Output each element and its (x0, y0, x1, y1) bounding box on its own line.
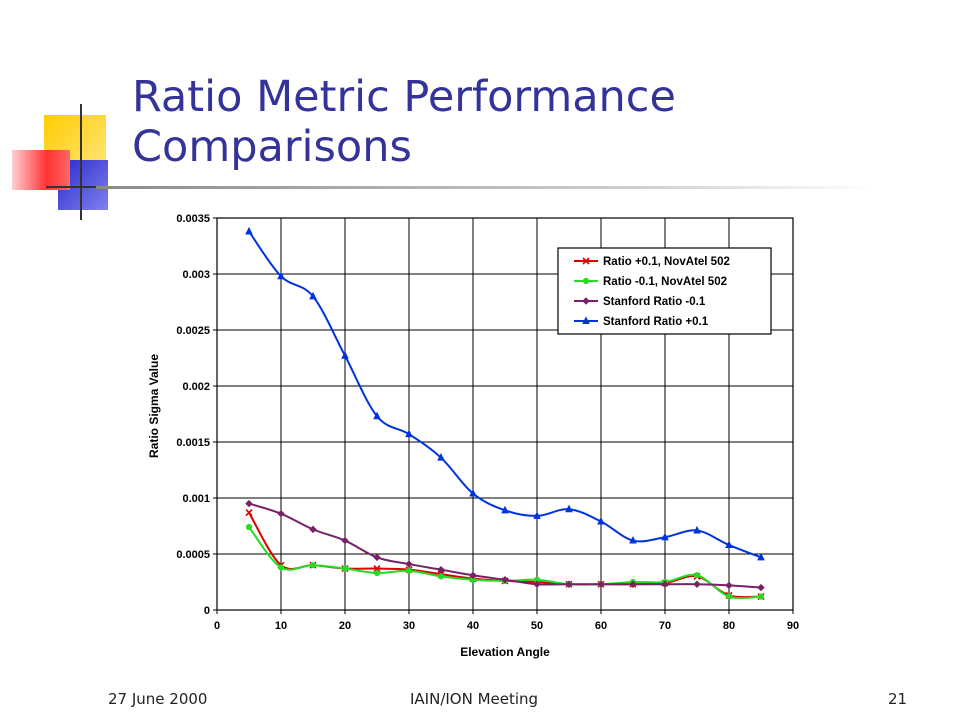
y-tick-label: 0.003 (182, 269, 210, 281)
x-tick-label: 90 (787, 620, 799, 632)
data-point (373, 553, 381, 562)
x-tick-label: 30 (403, 620, 415, 632)
data-point (725, 540, 733, 549)
data-point (597, 516, 605, 525)
data-point (309, 291, 317, 300)
data-point (757, 583, 765, 592)
data-point (469, 488, 477, 497)
data-point (437, 565, 445, 574)
legend-label: Stanford Ratio -0.1 (603, 296, 706, 308)
data-point (693, 572, 701, 579)
data-point (405, 560, 413, 568)
data-point (277, 271, 285, 280)
data-point (373, 564, 381, 573)
data-point (405, 567, 413, 574)
data-point (757, 593, 765, 600)
ratio-sigma-chart: 0 10 20 30 40 50 60 70 80 90 0 0.0005 0.001 0.0015 0.0… (147, 213, 799, 659)
legend-entry: Stanford Ratio +0.1 (574, 316, 709, 328)
chart-axes: 0 10 20 30 40 50 60 70 80 90 0 0.0005 0.001 0.0015 0.0… (176, 213, 799, 632)
y-tick-label: 0.0005 (176, 549, 210, 561)
data-point (565, 504, 573, 513)
y-tick-label: 0.0015 (176, 437, 210, 449)
data-point (341, 565, 349, 572)
data-point (757, 552, 765, 561)
data-point (405, 429, 413, 438)
data-point (661, 580, 669, 588)
x-tick-label: 40 (467, 620, 479, 632)
data-point (582, 297, 590, 305)
decor-red-square (12, 150, 70, 190)
data-point (565, 580, 573, 588)
y-tick-label: 0.001 (182, 493, 210, 505)
data-point (629, 580, 637, 588)
data-point (582, 257, 590, 265)
x-tick-label: 10 (275, 620, 287, 632)
data-point (277, 564, 285, 571)
slide-title: Ratio Metric Performance Comparisons (132, 72, 932, 172)
data-point (469, 571, 477, 579)
data-point (629, 535, 637, 544)
data-point (373, 569, 381, 577)
data-point (582, 277, 590, 285)
plot-border (216, 217, 794, 611)
legend-box (557, 247, 772, 335)
y-tick-label: 0.0025 (176, 325, 210, 337)
data-point (501, 505, 509, 514)
slide-title-line-2: Comparisons (132, 122, 412, 172)
data-point (341, 536, 349, 545)
data-point (725, 593, 733, 600)
data-point (725, 581, 733, 590)
x-tick-label: 80 (723, 620, 735, 632)
data-point (341, 351, 349, 359)
data-point (693, 525, 701, 534)
data-point (582, 316, 590, 324)
data-point (597, 580, 605, 588)
chart-legend: Ratio +0.1, NovAtel 502 Ratio -0.1, NovAt… (557, 247, 772, 335)
data-point (437, 573, 445, 580)
x-tick-label: 50 (531, 620, 543, 632)
data-point (309, 562, 317, 569)
data-point (533, 580, 541, 588)
series-3 (245, 499, 765, 592)
data-point (437, 453, 445, 461)
legend-entry: Ratio -0.1, NovAtel 502 (574, 276, 727, 288)
series-4 (245, 226, 765, 561)
legend-entry: Ratio +0.1, NovAtel 502 (574, 256, 730, 268)
legend-label: Stanford Ratio +0.1 (603, 316, 709, 328)
decor-vertical-line (80, 104, 82, 220)
x-axis-label: Elevation Angle (460, 645, 550, 659)
data-point (661, 532, 669, 541)
data-point (245, 226, 253, 235)
x-tick-label: 70 (659, 620, 671, 632)
y-axis-label: Ratio Sigma Value (147, 354, 161, 458)
decor-horizontal-line (46, 186, 106, 188)
data-point (533, 511, 541, 519)
slide-title-line-1: Ratio Metric Performance (132, 72, 676, 122)
legend-label: Ratio +0.1, NovAtel 502 (603, 256, 730, 268)
title-underline (96, 186, 876, 189)
data-point (245, 499, 253, 508)
x-tick-label: 20 (339, 620, 351, 632)
chart-series (245, 226, 765, 601)
data-point (245, 508, 253, 517)
y-tick-label: 0.0035 (176, 213, 210, 225)
legend-label: Ratio -0.1, NovAtel 502 (603, 276, 727, 288)
data-point (245, 524, 253, 531)
data-point (501, 576, 509, 584)
x-tick-label: 60 (595, 620, 607, 632)
footer-date: 27 June 2000 (108, 690, 208, 708)
y-tick-label: 0 (204, 605, 210, 617)
legend-entry: Stanford Ratio -0.1 (574, 296, 706, 308)
data-point (693, 580, 701, 588)
data-point (373, 411, 381, 420)
footer-event: IAIN/ION Meeting (410, 690, 539, 708)
data-point (277, 509, 285, 518)
footer-page-number: 21 (888, 690, 908, 708)
y-tick-label: 0.002 (182, 381, 210, 393)
data-point (309, 525, 317, 534)
x-tick-label: 0 (214, 620, 220, 632)
